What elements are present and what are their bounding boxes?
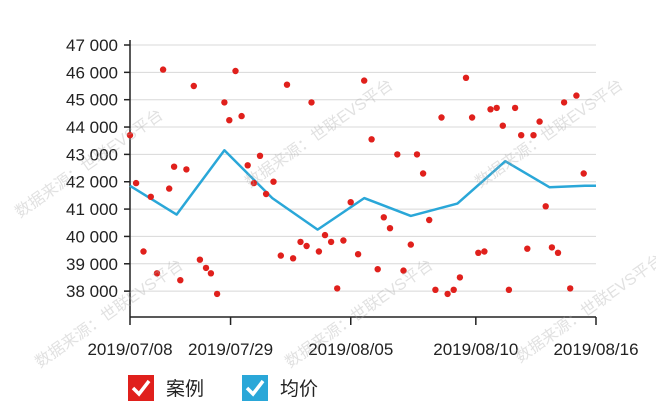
case-point <box>567 285 574 292</box>
case-point <box>524 245 531 252</box>
case-point <box>303 242 310 250</box>
case-point <box>354 251 362 258</box>
case-point <box>505 286 513 293</box>
case-point <box>530 132 537 139</box>
case-point <box>262 190 270 198</box>
y-tick-label: 45 000 <box>66 91 118 110</box>
legend-check-red-icon <box>128 374 154 401</box>
y-tick-label: 39 000 <box>66 255 118 274</box>
case-point <box>334 285 341 292</box>
case-point <box>468 114 476 121</box>
y-tick-label: 47 000 <box>66 36 118 55</box>
legend-label-average: 均价 <box>280 379 319 400</box>
case-point <box>426 216 433 224</box>
legend-item-cases[interactable]: 案例 <box>128 374 204 401</box>
case-point <box>277 252 284 259</box>
case-point <box>394 151 401 158</box>
case-point <box>573 92 580 99</box>
case-point <box>140 248 147 255</box>
case-point <box>132 179 140 187</box>
case-point <box>308 99 315 106</box>
case-point <box>289 255 297 262</box>
case-point <box>250 179 258 187</box>
case-point <box>542 203 549 210</box>
y-tick-label: 46 000 <box>66 63 118 82</box>
legend-check-blue-icon <box>242 374 269 401</box>
case-point <box>400 267 407 274</box>
case-point <box>226 117 233 124</box>
case-point <box>170 163 178 170</box>
case-point <box>196 256 204 263</box>
case-point <box>481 248 488 255</box>
case-point <box>493 104 500 112</box>
case-point <box>450 286 457 293</box>
case-point <box>244 162 251 169</box>
chart-legend: 案例 均价 <box>128 374 356 401</box>
case-point <box>368 136 375 143</box>
case-point <box>432 286 439 293</box>
case-point <box>560 99 568 106</box>
case-point <box>374 266 381 273</box>
case-point <box>270 178 277 185</box>
case-point <box>475 249 482 256</box>
case-point <box>166 185 173 192</box>
legend-item-average[interactable]: 均价 <box>242 374 318 401</box>
case-point <box>413 151 421 158</box>
case-point <box>580 170 587 177</box>
case-point <box>159 66 167 73</box>
case-point <box>327 238 335 246</box>
case-point <box>554 249 562 256</box>
case-point <box>232 67 239 75</box>
case-point <box>177 277 184 284</box>
y-tick-label: 41 000 <box>66 200 118 219</box>
case-point <box>444 290 451 298</box>
x-tick-label: 2019/08/05 <box>308 340 393 359</box>
case-point <box>183 166 190 173</box>
case-point <box>202 264 210 272</box>
x-tick-label: 2019/07/29 <box>188 340 273 359</box>
y-tick-label: 43 000 <box>66 145 118 164</box>
case-point <box>536 118 543 125</box>
case-point <box>213 290 221 298</box>
case-point <box>511 104 519 112</box>
case-point <box>190 82 197 90</box>
case-point <box>518 132 525 139</box>
case-point <box>386 225 394 232</box>
case-point <box>361 77 368 84</box>
case-point <box>487 106 494 113</box>
y-tick-label: 38 000 <box>66 282 118 301</box>
case-point <box>297 238 304 246</box>
case-point <box>321 231 329 239</box>
y-tick-label: 44 000 <box>66 118 118 137</box>
y-tick-label: 42 000 <box>66 173 118 192</box>
case-point <box>315 248 323 255</box>
case-point <box>238 112 245 120</box>
case-point <box>407 241 414 248</box>
legend-label-cases: 案例 <box>166 379 205 400</box>
case-point <box>456 274 464 281</box>
y-tick-label: 40 000 <box>66 227 118 246</box>
case-point <box>438 114 445 121</box>
case-point <box>153 270 161 277</box>
x-tick-label: 2019/08/16 <box>553 340 638 359</box>
x-tick-label: 2019/08/10 <box>433 340 518 359</box>
case-point <box>462 74 470 82</box>
case-point <box>499 122 506 129</box>
case-point <box>347 199 354 206</box>
case-point <box>221 99 228 106</box>
case-point <box>283 81 291 88</box>
case-point <box>548 244 556 251</box>
case-point <box>256 152 264 159</box>
series-line-average <box>129 149 596 231</box>
case-point <box>147 193 154 200</box>
case-point <box>207 270 215 277</box>
case-point <box>419 170 427 177</box>
case-point <box>126 132 134 139</box>
x-tick-label: 2019/07/08 <box>87 340 172 359</box>
case-point <box>340 237 347 244</box>
case-point <box>380 214 387 221</box>
